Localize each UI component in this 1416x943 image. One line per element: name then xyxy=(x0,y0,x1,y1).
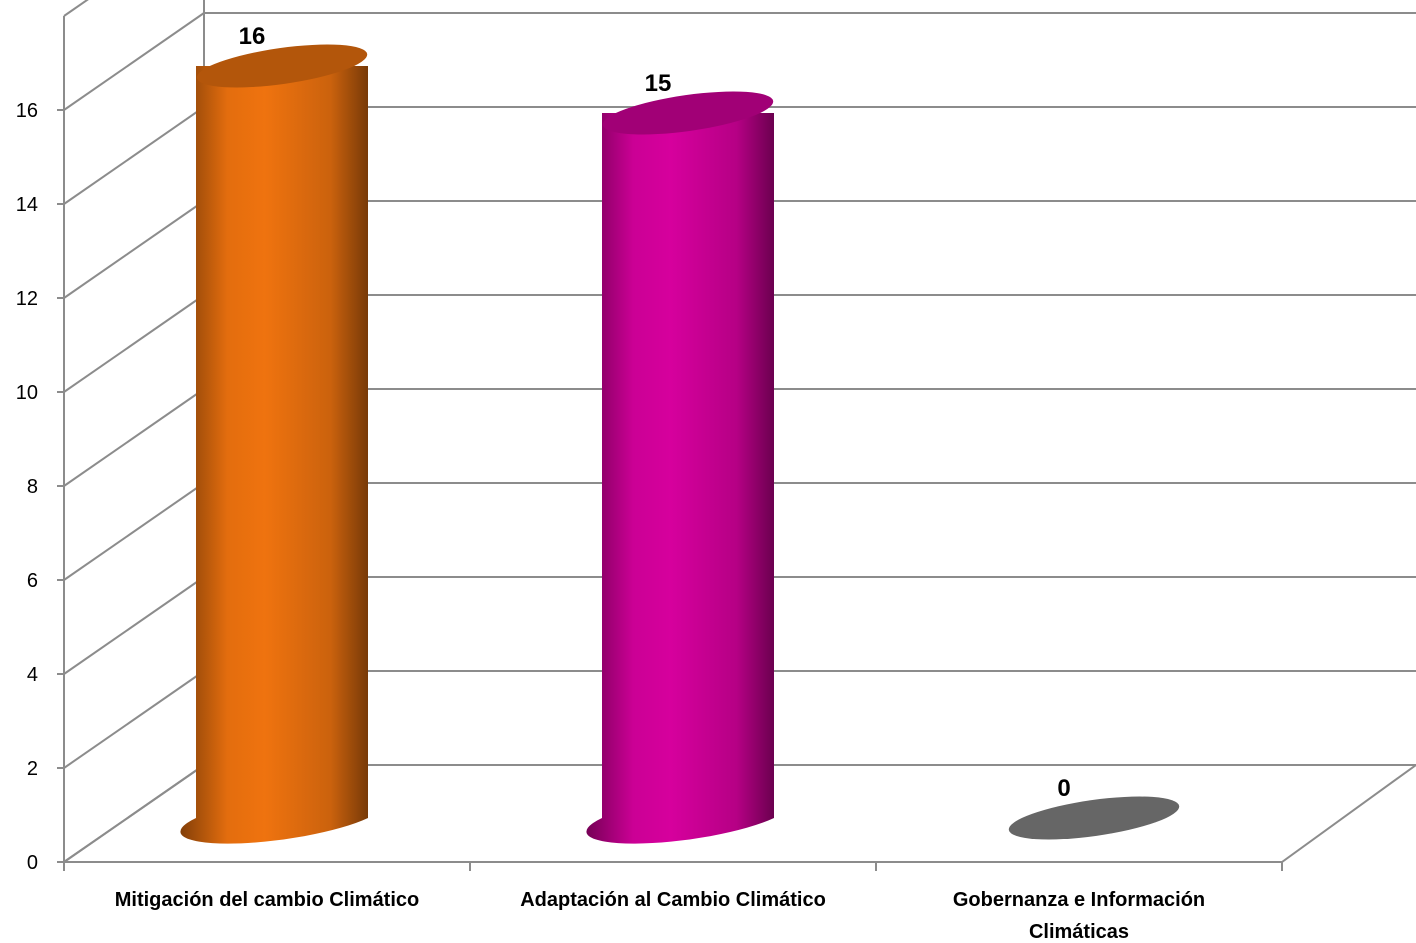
side-gridline xyxy=(63,670,205,769)
y-tick-label: 10 xyxy=(16,382,38,404)
y-tick-labels: 0 2 4 6 8 10 12 14 16 xyxy=(16,100,38,874)
gridlines xyxy=(63,0,1416,863)
bar-top xyxy=(196,44,368,88)
data-label: 0 xyxy=(1057,775,1070,802)
side-gridline xyxy=(63,294,205,393)
axes xyxy=(57,16,1283,871)
bar-body xyxy=(180,66,368,844)
y-tick-label: 8 xyxy=(27,476,38,498)
data-label: 15 xyxy=(645,70,672,97)
y-tick-label: 0 xyxy=(27,852,38,874)
bar-base xyxy=(1008,796,1180,840)
y-tick-label: 4 xyxy=(27,664,38,686)
x-tick-label: Gobernanza e Información xyxy=(953,889,1205,911)
bar xyxy=(180,44,368,844)
side-gridline xyxy=(63,482,205,581)
y-tick-label: 14 xyxy=(16,194,38,216)
side-gridline xyxy=(63,576,205,675)
y-tick-label: 2 xyxy=(27,758,38,780)
side-gridline xyxy=(63,200,205,299)
x-tick-label: Mitigación del cambio Climático xyxy=(115,889,420,911)
bar xyxy=(586,91,774,844)
data-label: 16 xyxy=(239,23,266,50)
x-tick-labels: Mitigación del cambio Climático Adaptació… xyxy=(115,889,1205,943)
bars xyxy=(180,44,1180,844)
data-labels: 16 15 0 xyxy=(239,23,1071,802)
bar-body xyxy=(586,113,774,844)
x-tick-label: Adaptación al Cambio Climático xyxy=(520,889,826,911)
x-tick-label: Climáticas xyxy=(1029,921,1129,943)
side-gridline xyxy=(63,12,205,111)
side-gridline xyxy=(63,0,89,17)
y-tick-label: 16 xyxy=(16,100,38,122)
side-gridline xyxy=(63,388,205,487)
bar xyxy=(1008,796,1180,840)
bar-top xyxy=(602,91,774,135)
y-tick-label: 12 xyxy=(16,288,38,310)
side-gridline xyxy=(63,106,205,205)
side-gridline xyxy=(63,764,205,863)
y-tick-label: 6 xyxy=(27,570,38,592)
